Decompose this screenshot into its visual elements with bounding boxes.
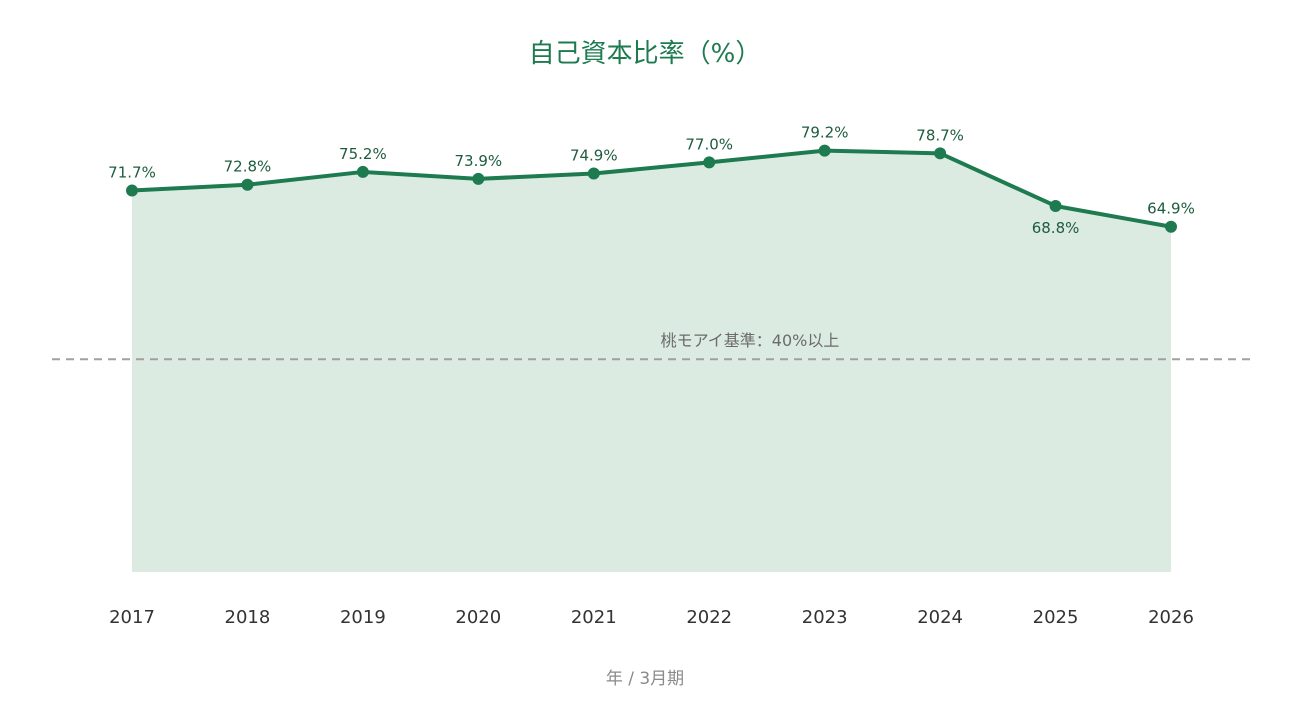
x-axis-title: 年 / 3月期 [606, 669, 684, 689]
data-label-2019: 75.2% [339, 145, 387, 163]
data-point-2019 [356, 165, 369, 178]
chart-title: 自己資本比率（%） [529, 39, 762, 69]
data-label-2024: 78.7% [916, 126, 964, 144]
line-layer [130, 148, 1173, 229]
data-label-2017: 71.7% [108, 164, 156, 182]
data-label-2018: 72.8% [224, 158, 272, 176]
data-label-2022: 77.0% [685, 135, 733, 153]
x-tick-2024: 2024 [917, 607, 963, 628]
data-label-layer: 71.7% 72.8% 75.2% 73.9% 74.9% 77.0% 79.2% 78.7%… [108, 124, 1195, 237]
data-label-2020: 73.9% [455, 152, 503, 170]
x-tick-layer: 2017 2018 2019 2020 2021 2022 2023 2024 2025 2026 [109, 607, 1194, 628]
data-point-2023 [818, 144, 831, 157]
data-point-2017 [126, 184, 138, 197]
x-tick-2017: 2017 [109, 607, 155, 628]
x-tick-2026: 2026 [1148, 607, 1194, 628]
data-point-2020 [472, 172, 485, 185]
reference-layer: 桃モアイ基準：40%以上 [52, 331, 1252, 361]
data-label-2023: 79.2% [801, 124, 849, 142]
data-label-2026: 64.9% [1147, 200, 1195, 218]
x-tick-2025: 2025 [1033, 607, 1079, 628]
x-tick-2022: 2022 [686, 607, 732, 628]
data-label-2025: 68.8% [1032, 219, 1080, 237]
point-layer [126, 144, 1177, 233]
data-label-2021: 74.9% [570, 147, 618, 165]
data-point-2025 [1049, 199, 1062, 212]
area-layer [132, 150, 1171, 572]
x-tick-2020: 2020 [455, 607, 501, 628]
x-tick-2018: 2018 [225, 607, 271, 628]
reference-line-label: 桃モアイ基準：40%以上 [661, 331, 840, 350]
data-point-2024 [934, 147, 947, 160]
data-point-2018 [241, 178, 254, 191]
area-fill [132, 150, 1171, 572]
series-line [130, 148, 1173, 229]
data-point-2021 [587, 167, 600, 180]
x-tick-2023: 2023 [802, 607, 848, 628]
x-tick-2019: 2019 [340, 607, 386, 628]
x-tick-2021: 2021 [571, 607, 617, 628]
data-point-2022 [703, 156, 716, 169]
data-point-2026 [1165, 220, 1177, 233]
